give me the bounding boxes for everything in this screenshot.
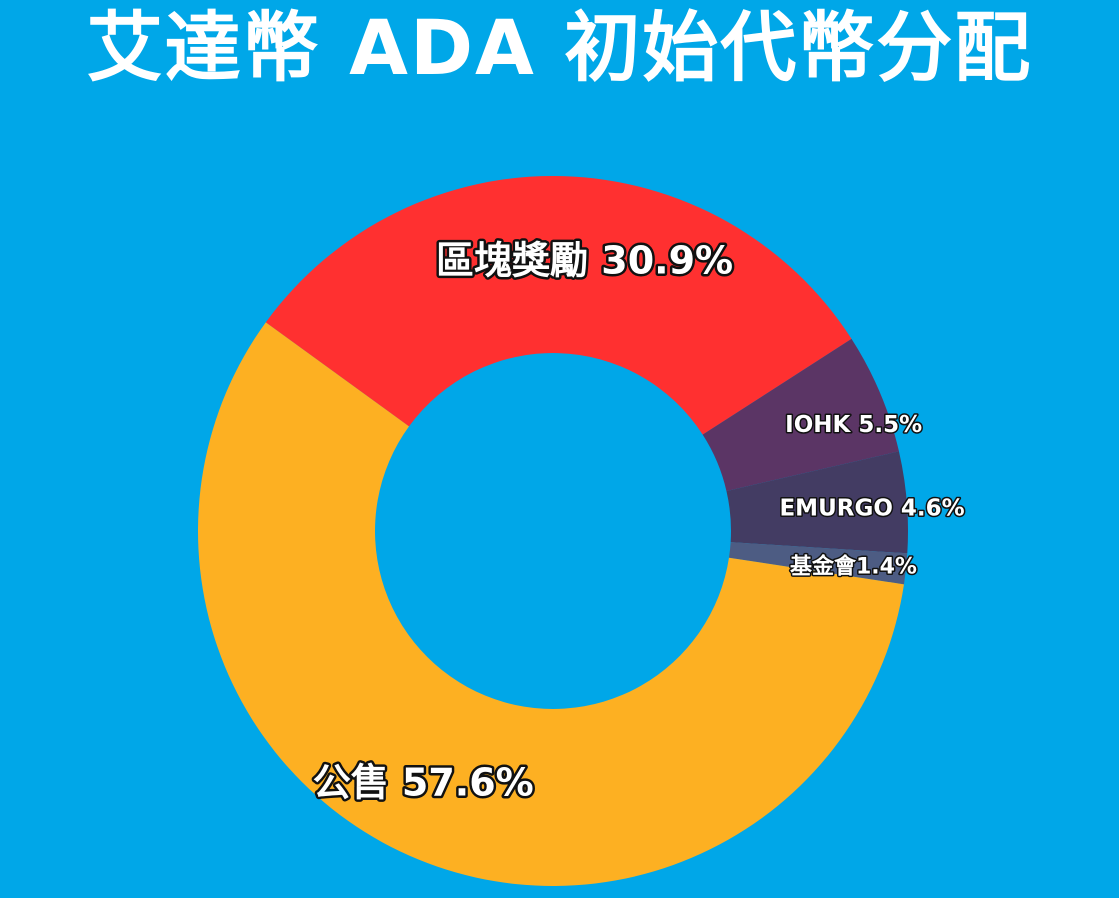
slice-label-4: 基金會1.4% — [790, 554, 917, 580]
slice-label-3: EMURGO 4.6% — [779, 495, 964, 521]
slice-5 — [197, 322, 904, 887]
slice-label-2: IOHK 5.5% — [785, 412, 922, 438]
slice-1 — [265, 176, 852, 435]
chart-title: 艾達幣 ADA 初始代幣分配 — [86, 3, 1033, 92]
slice-2 — [702, 338, 899, 492]
slice-4 — [728, 542, 908, 585]
slice-3 — [726, 451, 908, 554]
labels-group: 區塊獎勵 30.9% IOHK 5.5% EMURGO 4.6% 基金會1.4% 公售 … — [310, 236, 966, 807]
slice-label-1: 區塊獎勵 30.9% — [436, 239, 733, 283]
slices-group — [197, 176, 908, 887]
slice-label-5: 公售 57.6% — [313, 760, 534, 804]
